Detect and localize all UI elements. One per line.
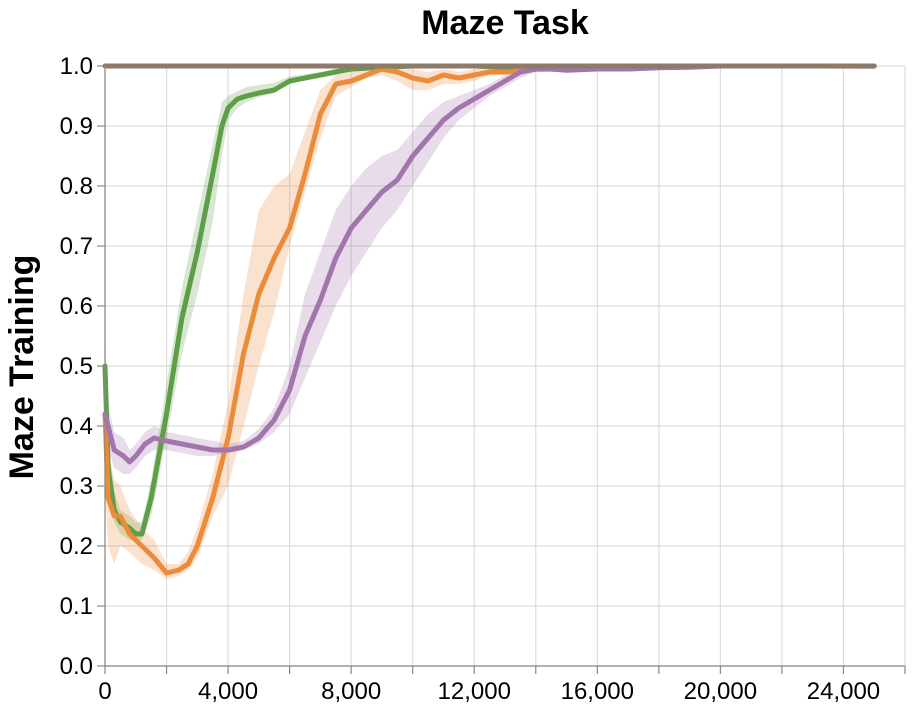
y-tick-label: 0.5 [60, 353, 93, 380]
x-tick-label: 24,000 [807, 678, 880, 705]
series-3-line [102, 63, 877, 465]
y-tick-label: 0.9 [60, 113, 93, 140]
y-tick-label: 0.0 [60, 653, 93, 680]
y-tick-label: 0.1 [60, 593, 93, 620]
y-tick-label: 0.8 [60, 173, 93, 200]
series-lines [102, 63, 877, 576]
y-tick-label: 0.4 [60, 413, 93, 440]
x-tick-label: 12,000 [438, 678, 511, 705]
y-tick-label: 0.7 [60, 233, 93, 260]
chart-title: Maze Task [421, 4, 589, 42]
y-tick-label: 1.0 [60, 53, 93, 80]
y-tick-label: 0.2 [60, 533, 93, 560]
x-tick-label: 0 [98, 678, 111, 705]
x-tick-label: 20,000 [684, 678, 757, 705]
y-tick-label: 0.6 [60, 293, 93, 320]
y-axis-label: Maze Training [3, 255, 41, 480]
axes: 0.0 0.1 0.2 0.3 0.4 0.5 0.6 0.7 0.8 0.9 1.0 0 4,000 8… [60, 53, 906, 705]
x-tick-label: 4,000 [198, 678, 258, 705]
x-tick-label: 16,000 [561, 678, 634, 705]
grid [104, 65, 906, 667]
series-2-line [102, 63, 877, 576]
x-tick-label: 8,000 [321, 678, 381, 705]
y-tick-label: 0.3 [60, 473, 93, 500]
